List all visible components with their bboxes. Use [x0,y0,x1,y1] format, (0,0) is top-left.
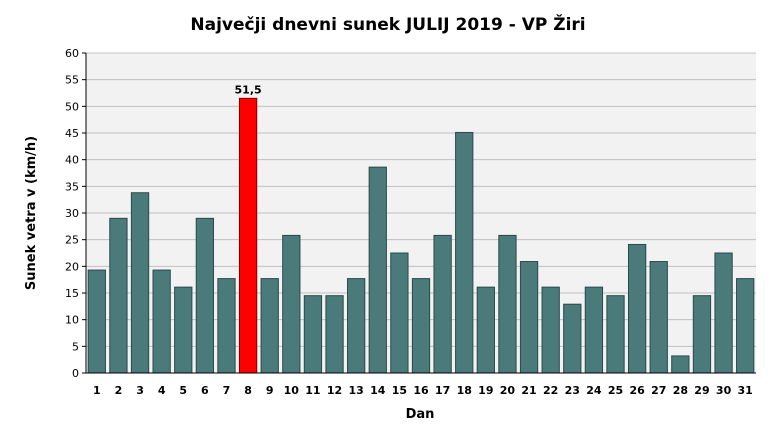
x-tick-label: 24 [586,384,602,397]
y-tick-label: 0 [72,367,79,380]
bar-day-17 [433,234,452,374]
bar-day-8 [238,97,258,374]
x-tick-label: 2 [115,384,123,397]
x-tick-label: 8 [244,384,252,397]
x-tick-label: 1 [93,384,101,397]
bar-day-27 [649,261,668,374]
y-tick-label: 40 [65,154,79,167]
bar-day-1 [87,269,106,374]
x-tick-label: 28 [673,384,688,397]
x-tick-label: 9 [266,384,274,397]
bar-day-28 [671,355,690,374]
x-tick-label: 3 [136,384,144,397]
x-tick-label: 5 [179,384,187,397]
chart-title: Največji dnevni sunek JULIJ 2019 - VP Ži… [190,13,585,35]
y-tick-label: 15 [65,287,79,300]
bar-day-26 [627,243,647,374]
bar-day-3 [130,192,150,374]
y-tick-label: 55 [65,74,79,87]
bar-day-29 [692,295,712,374]
bar-day-16 [411,278,431,374]
bar-day-2 [109,217,128,374]
x-axis-ticks: 1 2 3 4 5 6 7 8 9 10 11 12 13 14 15 16 17 18 19 20 21 22 23 24 2… [93,384,753,397]
bar-day-10 [282,234,301,374]
x-tick-label: 7 [223,384,231,397]
x-tick-label: 30 [716,384,732,397]
bar-day-7 [217,278,236,374]
bar-day-9 [260,278,279,374]
bar-day-24 [584,286,604,374]
bar-day-12 [325,295,344,374]
x-tick-label: 15 [392,384,407,397]
y-tick-label: 50 [65,100,79,113]
x-tick-label: 23 [565,384,580,397]
x-tick-label: 6 [201,384,209,397]
bar-day-18 [455,131,474,374]
x-tick-label: 12 [327,384,342,397]
x-tick-label: 27 [651,384,666,397]
y-tick-label: 5 [72,340,79,353]
x-tick-label: 20 [500,384,516,397]
y-tick-label: 30 [65,207,79,220]
y-tick-label: 45 [65,127,79,140]
x-tick-label: 31 [738,384,753,397]
x-tick-label: 26 [629,384,645,397]
bar-day-13 [347,278,366,374]
bar-day-6 [195,217,215,374]
x-tick-label: 17 [435,384,450,397]
y-tick-label: 25 [65,234,79,247]
bar-day-20 [498,234,517,374]
y-tick-label: 10 [65,314,79,327]
y-tick-label: 20 [65,260,79,273]
bar-day-14 [368,166,387,374]
x-tick-label: 4 [158,384,166,397]
bar-day-21 [519,261,539,374]
x-tick-label: 29 [694,384,709,397]
data-labels: 51,5 [235,83,262,96]
x-tick-label: 10 [284,384,300,397]
x-tick-label: 11 [305,384,320,397]
y-tick-label: 35 [65,180,79,193]
x-tick-label: 21 [521,384,536,397]
x-tick-label: 14 [370,384,386,397]
bar-day-31 [736,278,755,374]
x-tick-label: 16 [413,384,429,397]
x-tick-label: 13 [349,384,364,397]
bar-day-19 [476,286,495,374]
bar-day-11 [303,295,323,374]
bar-day-4 [152,269,171,374]
x-tick-label: 19 [478,384,493,397]
bar-day-5 [174,286,193,374]
bar-day-22 [541,286,560,374]
y-axis-title: Sunek vetra v (km/h) [24,136,39,290]
y-axis-ticks: 0 5 10 15 20 25 30 35 40 45 50 55 60 [65,47,86,380]
x-tick-label: 22 [543,384,558,397]
y-tick-label: 60 [65,47,79,60]
x-tick-label: 25 [608,384,623,397]
bar-day-15 [390,252,409,374]
bar-day-25 [606,295,625,374]
x-tick-label: 18 [457,384,472,397]
x-axis-title: Dan [406,407,435,422]
bar-day-30 [714,252,733,374]
bar-day-23 [563,303,582,374]
data-label: 51,5 [235,83,262,96]
